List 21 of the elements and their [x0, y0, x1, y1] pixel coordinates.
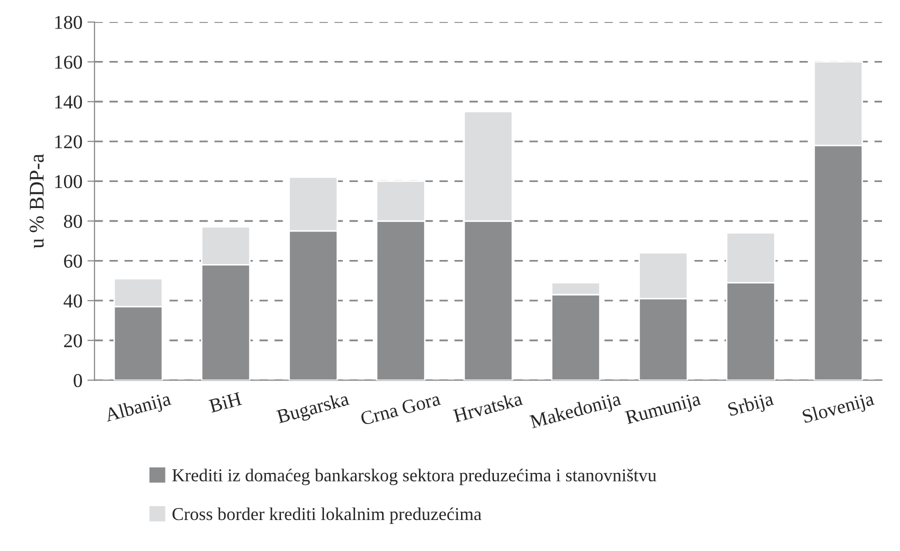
x-tick-label: Rumunija	[624, 392, 702, 428]
y-tick-label: 80	[64, 214, 82, 228]
y-axis-title: u % BDP-a	[30, 154, 44, 248]
x-tick-label: Bugarska	[276, 391, 351, 428]
y-tick-label: 160	[55, 56, 82, 69]
y-tick-label: 180	[55, 16, 82, 29]
y-tick-label: 140	[55, 95, 82, 109]
x-tick-label: Srbija	[727, 391, 776, 420]
x-tick-label: Crna Gora	[360, 392, 442, 426]
y-tick-label: 0	[74, 374, 82, 388]
y-tick-label: 100	[55, 175, 82, 188]
legend-label: Krediti iz domaćeg bankarskog sektora preduzećima i stanovništvu	[172, 468, 656, 486]
x-tick-label: Slovenija	[802, 391, 876, 428]
x-tick-label: BiH	[208, 392, 242, 413]
y-tick-label: 40	[64, 294, 82, 308]
x-tick-label: Hrvatska	[452, 391, 524, 423]
y-tick-label: 60	[64, 254, 82, 268]
x-tick-label: Albanija	[104, 391, 173, 426]
y-tick-label: 20	[64, 334, 82, 348]
legend-label: Cross border krediti lokalnim preduzećima	[172, 507, 482, 524]
y-tick-label: 120	[55, 135, 82, 148]
